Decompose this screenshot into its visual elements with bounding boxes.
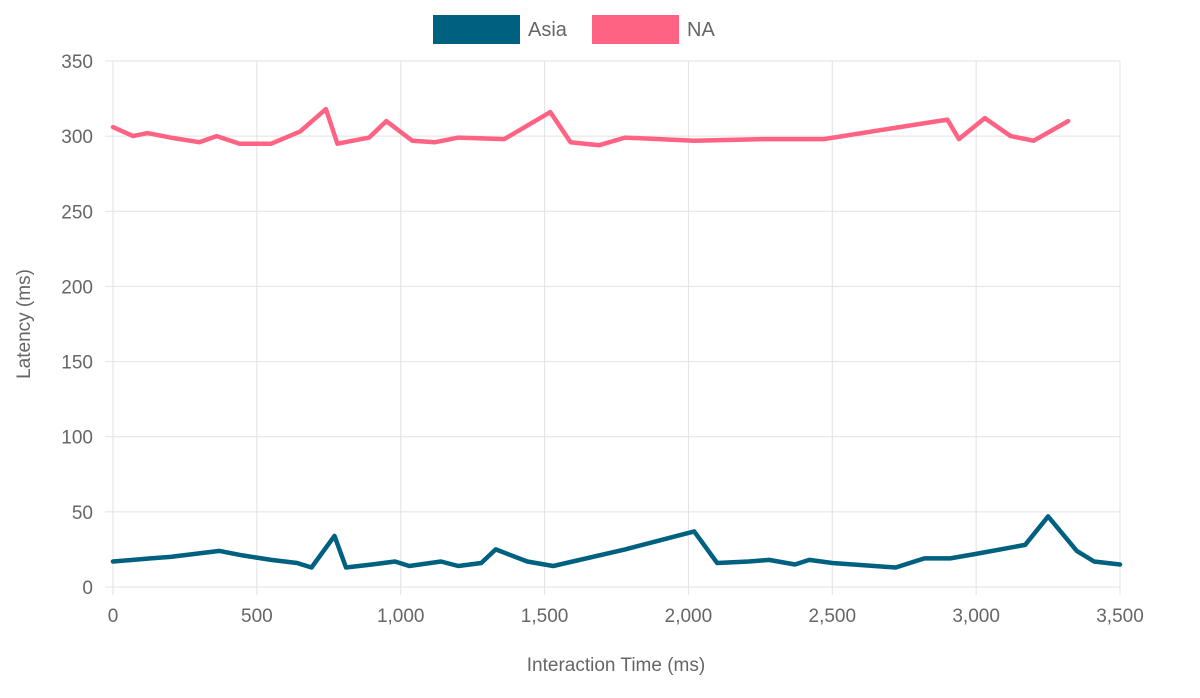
series-line-asia[interactable] [110, 514, 1123, 570]
y-tick-label: 200 [61, 277, 93, 298]
series-line-na[interactable] [110, 106, 1071, 148]
legend-label-asia[interactable]: Asia [528, 19, 568, 41]
x-axis-ticks: 0 500 1,000 1,500 2,000 2,500 3,000 3,500 [108, 606, 1144, 627]
y-tick-label: 100 [61, 428, 93, 449]
legend-label-na[interactable]: NA [687, 19, 715, 41]
x-tick-label: 1,000 [377, 606, 425, 627]
series-lines [110, 106, 1123, 570]
grid-lines [105, 60, 1121, 595]
x-tick-label: 0 [108, 606, 119, 627]
y-tick-label: 350 [61, 52, 93, 73]
y-tick-label: 300 [61, 127, 93, 148]
legend-swatch-na[interactable] [592, 15, 679, 44]
x-tick-label: 3,000 [952, 606, 1000, 627]
legend-swatch-asia[interactable] [433, 15, 520, 44]
x-tick-label: 2,000 [665, 606, 713, 627]
x-tick-label: 2,500 [809, 606, 857, 627]
x-tick-label: 500 [241, 606, 273, 627]
y-axis-ticks: 0 50 100 150 200 250 300 350 [61, 52, 93, 599]
x-tick-label: 3,500 [1096, 606, 1144, 627]
y-axis-title: Latency (ms) [14, 269, 35, 379]
x-tick-label: 1,500 [521, 606, 569, 627]
y-tick-label: 50 [72, 503, 93, 524]
y-tick-label: 250 [61, 202, 93, 223]
y-tick-label: 0 [82, 578, 93, 599]
y-tick-label: 150 [61, 353, 93, 374]
x-axis-title: Interaction Time (ms) [527, 655, 705, 676]
legend: Asia NA [433, 15, 715, 44]
